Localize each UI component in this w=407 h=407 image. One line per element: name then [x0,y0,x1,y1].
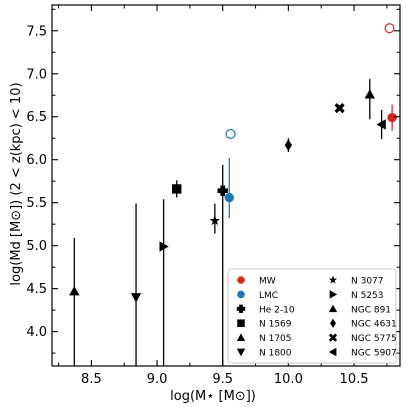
legend-label-ngc-5775: NGC 5775 [351,334,397,344]
legend-label-ngc-4631: NGC 4631 [351,320,397,330]
data-point-n-1569 [172,184,182,194]
legend-label-he-2-10: He 2-10 [259,305,295,315]
x-tick-label: 10.0 [274,372,303,387]
data-point-ngc-5775 [334,103,345,114]
y-tick-label: 4.0 [26,325,47,340]
legend-marker-ngc-5907 [328,347,337,357]
y-tick-label: 5.5 [26,196,47,211]
y-tick-label: 7.0 [26,67,47,82]
x-tick-label: 9.5 [212,372,233,387]
y-tick-label: 6.5 [26,110,47,125]
x-axis-label: log(M⋆ [M⊙]) [170,389,256,404]
x-axis: 8.5 9.0 9.5 10.0 10.5 [58,5,388,387]
legend-marker-ngc-891 [328,304,338,313]
data-point-ngc-4631 [284,139,293,151]
y-tick-label: 6.0 [26,153,47,168]
data-point-mw-open [384,23,395,34]
legend: MW LMC He 2-10 N 1569 N 1705 N 1800 N 3077 N 52… [227,268,397,364]
data-point-mw [387,112,397,123]
data-point-he-2-10 [217,185,228,196]
plot-area [51,4,401,367]
legend-label-n-1705: N 1705 [259,334,292,344]
y-tick-label: 4.5 [26,282,47,297]
legend-label-lmc: LMC [259,291,278,301]
legend-label-n-5253: N 5253 [351,291,384,301]
legend-label-ngc-891: NGC 891 [351,305,391,315]
legend-marker-n-1800 [236,348,246,357]
data-point-lmc-open [225,128,236,139]
data-point-ngc-5907 [376,119,386,130]
legend-marker-he-2-10 [236,304,246,313]
plot-frame [51,4,401,367]
legend-marker-n-3077 [328,275,338,284]
legend-label-n-1569: N 1569 [259,320,292,330]
data-point-n-1705 [69,286,80,296]
x-tick-label: 9.0 [147,372,168,387]
legend-label-n-3077: N 3077 [351,277,384,287]
y-axis: 4.0 4.5 5.0 5.5 6.0 6.5 7.0 7.5 [26,8,400,354]
x-tick-label: 10.5 [340,372,369,387]
legend-marker-mw [237,276,245,284]
legend-marker-ngc-5775 [328,333,338,342]
legend-label-n-1800: N 1800 [259,349,292,359]
legend-marker-lmc [237,290,245,299]
legend-marker-n-1705 [236,333,246,341]
data-point-n-1800 [130,293,142,303]
data-point-n-5253 [159,241,169,252]
y-axis-label: log(Md [M⊙]) (2 < z(kpc) < 10) [9,82,24,285]
legend-label-ngc-5907: NGC 5907 [351,349,397,359]
legend-box [227,268,397,364]
data-point-lmc [224,192,234,203]
legend-marker-ngc-4631 [330,318,336,328]
x-tick-label: 8.5 [81,372,102,387]
y-tick-label: 5.0 [26,239,47,254]
y-tick-label: 7.5 [26,24,47,39]
legend-label-mw: MW [259,277,276,287]
legend-marker-n-5253 [329,290,338,299]
data-point-n-3077 [209,215,221,226]
legend-marker-n-1569 [237,319,245,327]
data-point-ngc-891 [364,89,375,99]
